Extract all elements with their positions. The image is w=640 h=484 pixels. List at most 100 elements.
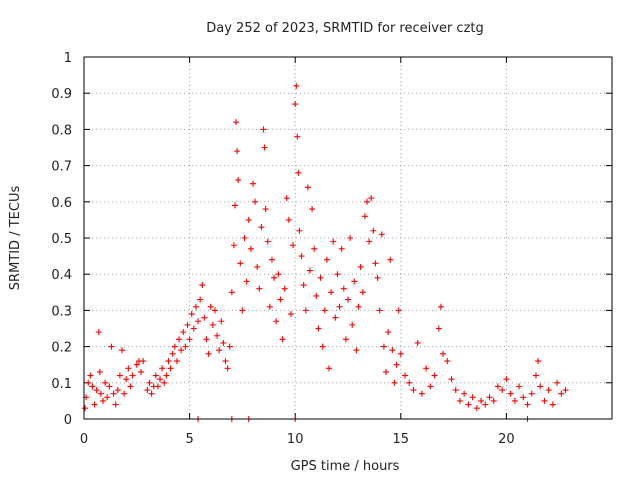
y-tick-label: 0.5 — [51, 232, 72, 247]
data-point — [387, 256, 394, 263]
data-point — [323, 256, 330, 263]
data-point — [226, 343, 233, 350]
data-point — [205, 350, 212, 357]
data-point — [293, 82, 300, 89]
x-tick-label: 20 — [498, 432, 515, 447]
data-point — [385, 329, 392, 336]
data-point — [435, 325, 442, 332]
data-point — [234, 148, 241, 155]
data-point — [243, 278, 250, 285]
data-point — [306, 267, 313, 274]
data-point — [298, 253, 305, 260]
data-point — [182, 343, 189, 350]
data-point — [258, 224, 265, 231]
data-point — [211, 307, 218, 314]
data-point — [340, 285, 347, 292]
data-point — [268, 256, 275, 263]
data-point — [262, 206, 269, 213]
data-point — [537, 383, 544, 390]
data-point — [235, 177, 242, 184]
data-point — [554, 379, 561, 386]
data-point — [123, 376, 130, 383]
data-point — [486, 394, 493, 401]
data-point — [349, 321, 356, 328]
data-point — [91, 401, 98, 408]
data-point — [380, 343, 387, 350]
data-point — [393, 361, 400, 368]
data-point — [345, 296, 351, 303]
data-point — [247, 245, 254, 252]
data-point — [197, 296, 204, 303]
data-point — [125, 365, 132, 372]
data-point — [285, 216, 292, 223]
data-point — [535, 358, 542, 365]
data-point — [325, 365, 332, 372]
data-point — [178, 347, 185, 354]
data-point — [355, 303, 362, 310]
data-point — [96, 368, 103, 375]
data-point — [273, 318, 280, 325]
data-point — [102, 379, 109, 386]
y-axis-label: SRMTID / TECUs — [8, 186, 23, 291]
data-point — [148, 390, 155, 397]
data-point — [562, 387, 569, 394]
data-point — [106, 383, 113, 390]
data-point — [108, 343, 115, 350]
x-axis-label: GPS time / hours — [291, 459, 400, 474]
data-point — [372, 260, 379, 267]
data-point — [184, 321, 191, 328]
data-point — [444, 358, 451, 365]
data-point — [154, 383, 161, 390]
data-point — [222, 358, 229, 365]
data-point — [302, 307, 309, 314]
data-point — [230, 242, 237, 249]
data-point — [313, 292, 320, 299]
data-point — [317, 274, 324, 281]
data-point — [195, 318, 202, 325]
data-point — [478, 397, 485, 404]
data-point — [138, 368, 145, 375]
data-point — [402, 372, 409, 379]
data-point — [167, 365, 174, 372]
data-point — [374, 274, 381, 281]
data-point — [176, 336, 183, 343]
data-point — [224, 365, 231, 372]
data-point — [85, 379, 92, 386]
data-point — [364, 198, 371, 205]
axis-layer: 00.10.20.30.40.50.60.70.80.910 5 10 15 20 — [51, 51, 612, 447]
data-point — [169, 350, 176, 357]
data-point — [157, 376, 164, 383]
data-point — [397, 350, 404, 357]
data-point — [391, 379, 398, 386]
y-tick-label: 0.2 — [51, 341, 72, 356]
data-point — [427, 383, 434, 390]
data-point — [127, 383, 134, 390]
data-point — [511, 397, 518, 404]
data-point — [95, 329, 102, 336]
data-point — [207, 303, 214, 310]
y-tick-label: 0.4 — [51, 268, 72, 283]
data-points — [82, 82, 569, 422]
data-point — [171, 343, 178, 350]
data-point — [144, 387, 151, 394]
data-point — [199, 282, 206, 289]
data-point — [532, 372, 539, 379]
data-point — [461, 390, 468, 397]
y-tick-label: 0.7 — [51, 160, 72, 175]
data-point — [277, 296, 284, 303]
data-point — [395, 307, 402, 314]
data-point — [507, 390, 514, 397]
data-point — [545, 387, 552, 394]
data-point — [499, 387, 506, 394]
data-point — [334, 271, 341, 278]
y-tick-label: 0 — [64, 413, 72, 428]
data-point — [237, 260, 244, 267]
data-point — [311, 245, 318, 252]
data-point — [192, 303, 199, 310]
data-point — [146, 379, 153, 386]
data-point — [245, 216, 252, 223]
data-point — [414, 339, 421, 346]
data-point — [203, 336, 210, 343]
data-point — [361, 213, 368, 220]
